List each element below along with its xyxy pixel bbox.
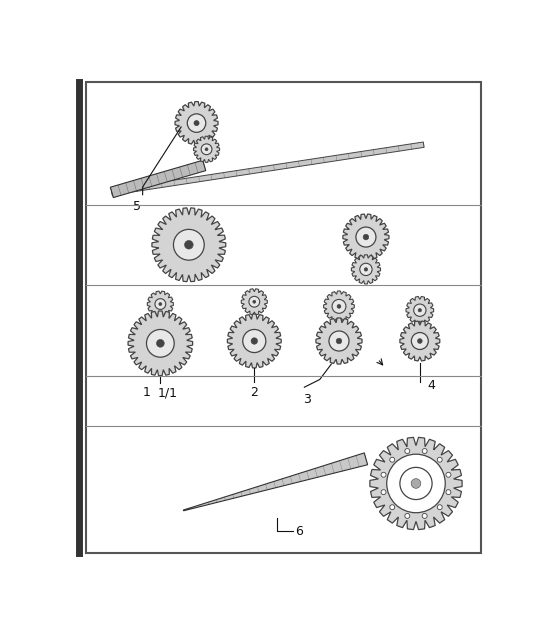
Circle shape xyxy=(194,121,199,126)
Circle shape xyxy=(360,263,372,276)
Text: 1/1: 1/1 xyxy=(158,386,178,399)
Circle shape xyxy=(411,333,428,349)
Circle shape xyxy=(159,303,162,306)
Polygon shape xyxy=(147,291,173,317)
Polygon shape xyxy=(183,453,368,511)
Circle shape xyxy=(249,296,259,307)
Polygon shape xyxy=(406,296,434,324)
Circle shape xyxy=(336,338,342,344)
Circle shape xyxy=(437,457,442,462)
Circle shape xyxy=(243,330,266,352)
Circle shape xyxy=(422,448,427,453)
Circle shape xyxy=(446,490,451,495)
Circle shape xyxy=(201,144,212,154)
Circle shape xyxy=(363,234,369,240)
Circle shape xyxy=(405,448,410,453)
Circle shape xyxy=(418,308,422,312)
Circle shape xyxy=(205,148,208,151)
Polygon shape xyxy=(343,214,389,260)
Text: 2: 2 xyxy=(250,386,258,399)
Polygon shape xyxy=(111,142,424,195)
Circle shape xyxy=(173,229,204,260)
Polygon shape xyxy=(370,437,462,529)
Text: 5: 5 xyxy=(133,200,141,213)
Text: 3: 3 xyxy=(302,392,311,406)
Circle shape xyxy=(147,330,174,357)
Polygon shape xyxy=(400,321,440,361)
Text: 1: 1 xyxy=(143,386,150,399)
Circle shape xyxy=(337,305,341,308)
Circle shape xyxy=(411,479,421,489)
Polygon shape xyxy=(175,102,218,144)
Polygon shape xyxy=(227,314,281,368)
Polygon shape xyxy=(152,208,226,282)
Circle shape xyxy=(422,514,427,518)
Circle shape xyxy=(446,472,451,477)
Circle shape xyxy=(253,300,256,303)
Circle shape xyxy=(356,227,376,247)
Circle shape xyxy=(381,472,386,477)
Polygon shape xyxy=(193,136,220,162)
Circle shape xyxy=(185,241,193,249)
Circle shape xyxy=(387,454,445,512)
Circle shape xyxy=(437,505,442,510)
Circle shape xyxy=(400,467,432,499)
Polygon shape xyxy=(110,160,206,198)
Circle shape xyxy=(187,114,206,133)
Polygon shape xyxy=(128,311,192,376)
Polygon shape xyxy=(316,318,362,364)
Circle shape xyxy=(417,338,422,344)
Polygon shape xyxy=(324,291,354,322)
Polygon shape xyxy=(241,289,267,315)
Circle shape xyxy=(414,304,426,317)
Circle shape xyxy=(332,300,346,313)
Circle shape xyxy=(381,490,386,495)
Circle shape xyxy=(390,505,395,510)
Polygon shape xyxy=(352,255,380,284)
Text: 6: 6 xyxy=(295,525,303,538)
Circle shape xyxy=(156,340,164,347)
Circle shape xyxy=(390,457,395,462)
Circle shape xyxy=(251,338,258,344)
Circle shape xyxy=(329,331,349,351)
Circle shape xyxy=(155,299,166,310)
Circle shape xyxy=(405,514,410,518)
Circle shape xyxy=(364,268,368,271)
Text: 4: 4 xyxy=(427,379,435,392)
